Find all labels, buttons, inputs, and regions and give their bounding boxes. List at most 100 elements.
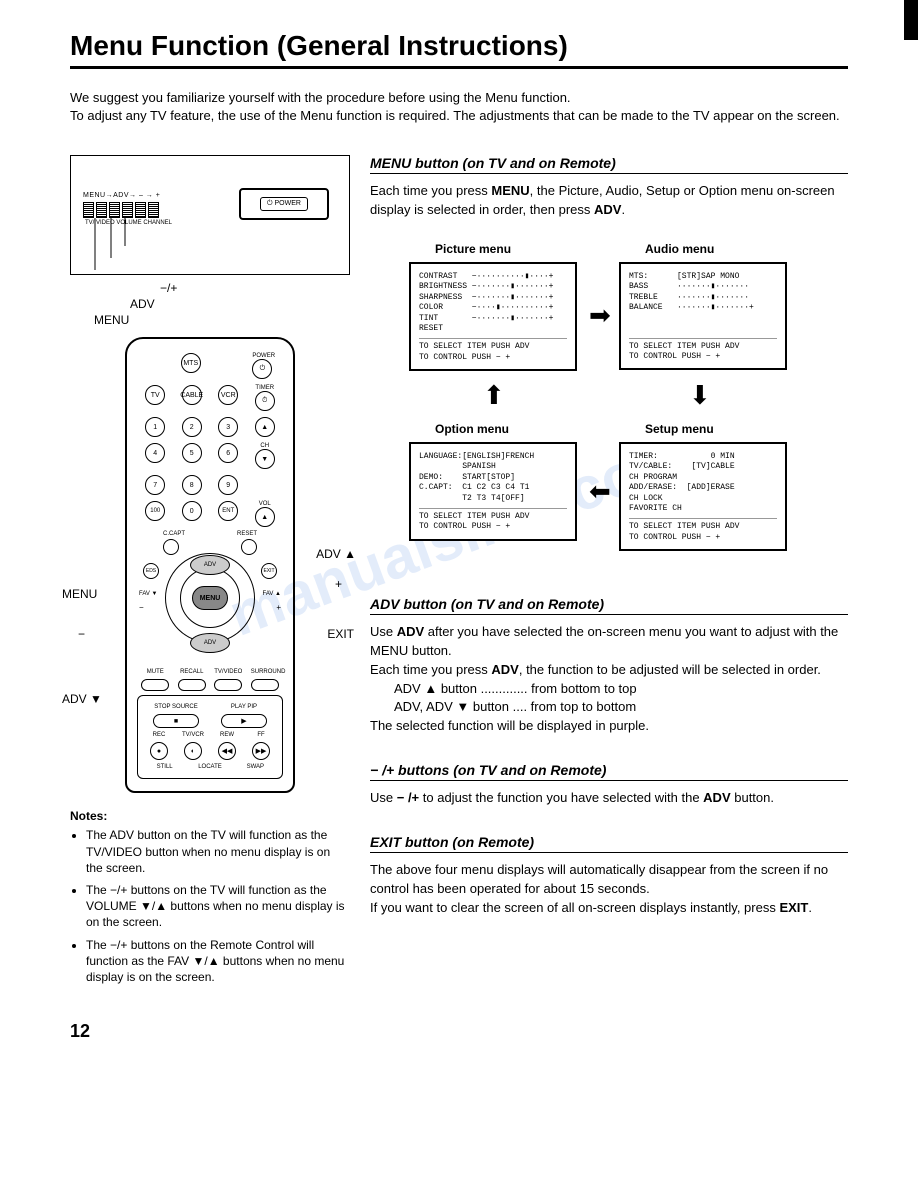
vol-label: VOL xyxy=(255,501,275,507)
bold-adv: ADV xyxy=(594,202,621,217)
ch-down-button: ▼ xyxy=(255,449,275,469)
swap-label: SWAP xyxy=(243,764,267,770)
stop-button: ■ xyxy=(153,714,199,728)
callout-menu: MENU xyxy=(94,313,350,327)
text: Each time you press xyxy=(370,183,491,198)
fav-up-label: FAV ▲ xyxy=(263,591,282,597)
menu-line: COLOR −····▮··········+ xyxy=(419,303,567,313)
menu-line: TINT −·······▮·······+ xyxy=(419,314,567,324)
tv-power-label: ⏻ POWER xyxy=(260,197,308,211)
foot-line: TO CONTROL PUSH − + xyxy=(419,353,567,363)
tv-btn xyxy=(135,202,146,218)
foot-line: TO SELECT ITEM PUSH ADV xyxy=(629,342,777,352)
ff-label: FF xyxy=(249,732,273,738)
note-item: The ADV button on the TV will function a… xyxy=(86,827,350,876)
callout-adv: ADV xyxy=(130,297,350,311)
text: to adjust the function you have selected… xyxy=(419,790,703,805)
text: Each time you press xyxy=(370,662,491,677)
callout-lines xyxy=(71,218,211,274)
plus-label: + xyxy=(276,603,281,612)
surround-button xyxy=(251,679,279,691)
rew-label: REW xyxy=(215,732,239,738)
setup-menu-box: TIMER: 0 MIN TV/CABLE: [TV]CABLE CH PROG… xyxy=(619,442,787,551)
foot-line: TO CONTROL PUSH − + xyxy=(629,533,777,543)
timer-button: ⏱ xyxy=(255,391,275,411)
foot-line: TO SELECT ITEM PUSH ADV xyxy=(419,342,567,352)
vcr-button: VCR xyxy=(218,385,238,405)
arrow-down-icon: ⬇ xyxy=(689,382,711,408)
menu-line: BRIGHTNESS −·······▮·······+ xyxy=(419,282,567,292)
menu-line: TREBLE ·······▮······· xyxy=(629,293,777,303)
tv-panel-illustration: MENU→ADV→ – → + TV/ VIDEO VOLUME CHANNEL… xyxy=(70,155,350,275)
reset-button xyxy=(241,539,257,555)
play-pip-label: PLAY PIP xyxy=(221,704,267,710)
bold-menu: MENU xyxy=(491,183,529,198)
arrow-right-icon: ➡ xyxy=(589,302,611,328)
left-column: MENU→ADV→ – → + TV/ VIDEO VOLUME CHANNEL… xyxy=(70,155,350,991)
rec-button: ● xyxy=(150,742,168,760)
exit-button-heading: EXIT button (on Remote) xyxy=(370,834,848,853)
tv-btn xyxy=(122,202,133,218)
text: button. xyxy=(731,790,774,805)
mts-button: MTS xyxy=(181,353,201,373)
arrow-up-icon: ⬆ xyxy=(483,382,505,408)
menu-grid: Picture menu Audio menu Option menu Setu… xyxy=(399,246,819,576)
num-4: 4 xyxy=(145,443,165,463)
side-exit: EXIT xyxy=(327,627,354,641)
recall-button xyxy=(178,679,206,691)
tv-callouts: −/+ ADV MENU xyxy=(80,281,350,327)
rec-label: REC xyxy=(147,732,171,738)
num-6: 6 xyxy=(218,443,238,463)
text: after you have selected the on-screen me… xyxy=(370,624,838,658)
plus-minus-body: Use − /+ to adjust the function you have… xyxy=(370,789,848,808)
audio-menu-title: Audio menu xyxy=(645,242,714,256)
text: The above four menu displays will automa… xyxy=(370,862,828,896)
bold-adv: ADV xyxy=(397,624,424,639)
num-100: 100 xyxy=(145,501,165,521)
menu-footer: TO SELECT ITEM PUSH ADV TO CONTROL PUSH … xyxy=(629,518,777,543)
still-label: STILL xyxy=(153,764,177,770)
power-label: POWER xyxy=(252,353,275,359)
manual-page: manualslive.com Menu Function (General I… xyxy=(0,0,918,1082)
nav-pad: C.CAPT RESET EDS EXIT ADV ADV MENU FAV ▼… xyxy=(145,533,275,663)
text: The selected function will be displayed … xyxy=(370,718,649,733)
menu-line: TIMER: 0 MIN xyxy=(629,452,777,462)
tv-btn xyxy=(96,202,107,218)
tv-button: TV xyxy=(145,385,165,405)
tv-panel-top-label: MENU→ADV→ – → + xyxy=(83,192,160,199)
menu-button-heading: MENU button (on TV and on Remote) xyxy=(370,155,848,174)
text: Use xyxy=(370,790,397,805)
menu-center-button: MENU xyxy=(192,586,228,610)
num-0: 0 xyxy=(182,501,202,521)
bold-pm: − /+ xyxy=(397,790,419,805)
num-5: 5 xyxy=(182,443,202,463)
text: . xyxy=(621,202,625,217)
tvvideo-button xyxy=(214,679,242,691)
arrow-left-icon: ⬅ xyxy=(589,478,611,504)
menu-line: CH LOCK xyxy=(629,494,777,504)
rew-button: ◀◀ xyxy=(218,742,236,760)
notes-section: Notes: The ADV button on the TV will fun… xyxy=(70,809,350,985)
tvvcr-label: TV/VCR xyxy=(181,732,205,738)
ff-button: ▶▶ xyxy=(252,742,270,760)
tv-panel-buttons xyxy=(83,202,159,218)
tvvcr-button: ◐ xyxy=(184,742,202,760)
tv-power-box: ⏻ POWER xyxy=(239,188,329,220)
bold-exit: EXIT xyxy=(779,900,808,915)
callout-minus-plus: −/+ xyxy=(160,281,350,295)
menu-line: T2 T3 T4[OFF] xyxy=(419,494,567,504)
bold-adv: ADV xyxy=(491,662,518,677)
menu-line: BALANCE ·······▮·······+ xyxy=(629,303,777,313)
num-7: 7 xyxy=(145,475,165,495)
note-item: The −/+ buttons on the TV will function … xyxy=(86,882,350,931)
right-column: MENU button (on TV and on Remote) Each t… xyxy=(370,155,848,991)
notes-heading: Notes: xyxy=(70,809,350,823)
mute-button xyxy=(141,679,169,691)
adv-line-1: ADV ▲ button ............. from bottom t… xyxy=(394,680,637,699)
foot-line: TO SELECT ITEM PUSH ADV xyxy=(629,522,777,532)
num-2: 2 xyxy=(182,417,202,437)
num-1: 1 xyxy=(145,417,165,437)
menu-line: LANGUAGE:[ENGLISH]FRENCH xyxy=(419,452,567,462)
foot-line: TO CONTROL PUSH − + xyxy=(419,522,567,532)
ch-label: CH xyxy=(255,443,275,449)
